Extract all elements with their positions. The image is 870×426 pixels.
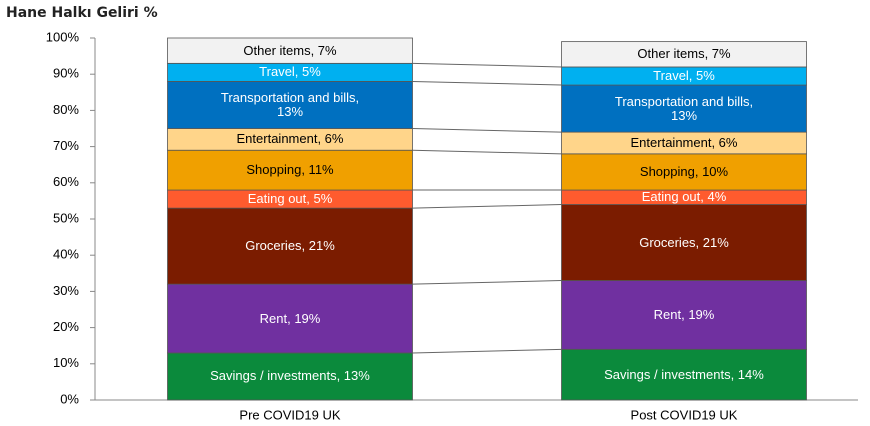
x-tick-label: Post COVID19 UK xyxy=(631,407,738,422)
bar-segment xyxy=(167,149,413,191)
bar-segment xyxy=(167,81,413,129)
connector xyxy=(412,80,562,86)
value-label: Shopping, 10% xyxy=(639,163,729,179)
y-tick-label: 100% xyxy=(46,29,80,44)
value-label: Entertainment, 6% xyxy=(630,134,738,150)
bar-segment xyxy=(167,352,413,401)
value-label: Rent, 19% xyxy=(259,310,321,326)
value-label: Transportation and bills, 13% xyxy=(614,93,754,123)
x-tick-label: Pre COVID19 UK xyxy=(239,407,340,422)
bar-segment xyxy=(167,207,413,285)
value-label: Eating out, 5% xyxy=(247,191,333,207)
connector xyxy=(412,348,562,354)
bar-segment xyxy=(561,204,807,281)
value-label: Other items, 7% xyxy=(637,46,731,62)
y-tick-label: 20% xyxy=(53,319,79,334)
y-tick-label: 30% xyxy=(53,283,79,298)
y-tick-label: 10% xyxy=(53,355,79,370)
value-label: Shopping, 11% xyxy=(246,162,334,178)
y-tick-label: 50% xyxy=(53,210,79,225)
connector xyxy=(412,62,562,68)
bar-segment xyxy=(561,280,807,350)
value-label: Savings / investments, 14% xyxy=(604,366,764,382)
connector xyxy=(412,149,562,155)
value-label: Transportation and bills, 13% xyxy=(220,89,360,119)
value-label: Savings / investments, 13% xyxy=(210,368,370,384)
chart-title: Hane Halkı Geliri % xyxy=(6,5,158,21)
value-label: Travel, 5% xyxy=(653,68,715,83)
connector xyxy=(412,128,562,133)
bar-segment xyxy=(167,283,413,354)
bar-segment xyxy=(561,84,807,133)
bar-segment xyxy=(561,348,807,401)
y-tick-label: 80% xyxy=(53,102,79,117)
y-tick-label: 0% xyxy=(60,391,79,406)
bar-segment xyxy=(561,41,807,68)
bar-segment xyxy=(561,153,807,191)
value-label: Entertainment, 6% xyxy=(236,131,344,147)
value-label: Rent, 19% xyxy=(653,306,715,322)
value-label: Groceries, 21% xyxy=(245,238,335,254)
value-label: Other items, 7% xyxy=(243,42,337,58)
value-label: Travel, 5% xyxy=(259,64,321,80)
y-tick-label: 90% xyxy=(53,66,79,81)
bar-segment xyxy=(167,37,413,64)
y-tick-label: 70% xyxy=(53,138,79,153)
y-tick-label: 40% xyxy=(53,247,79,262)
value-label: Eating out, 4% xyxy=(641,189,727,205)
value-label: Groceries, 21% xyxy=(639,234,729,250)
connector xyxy=(412,280,562,285)
y-tick-label: 60% xyxy=(53,174,79,189)
connector xyxy=(412,204,562,209)
